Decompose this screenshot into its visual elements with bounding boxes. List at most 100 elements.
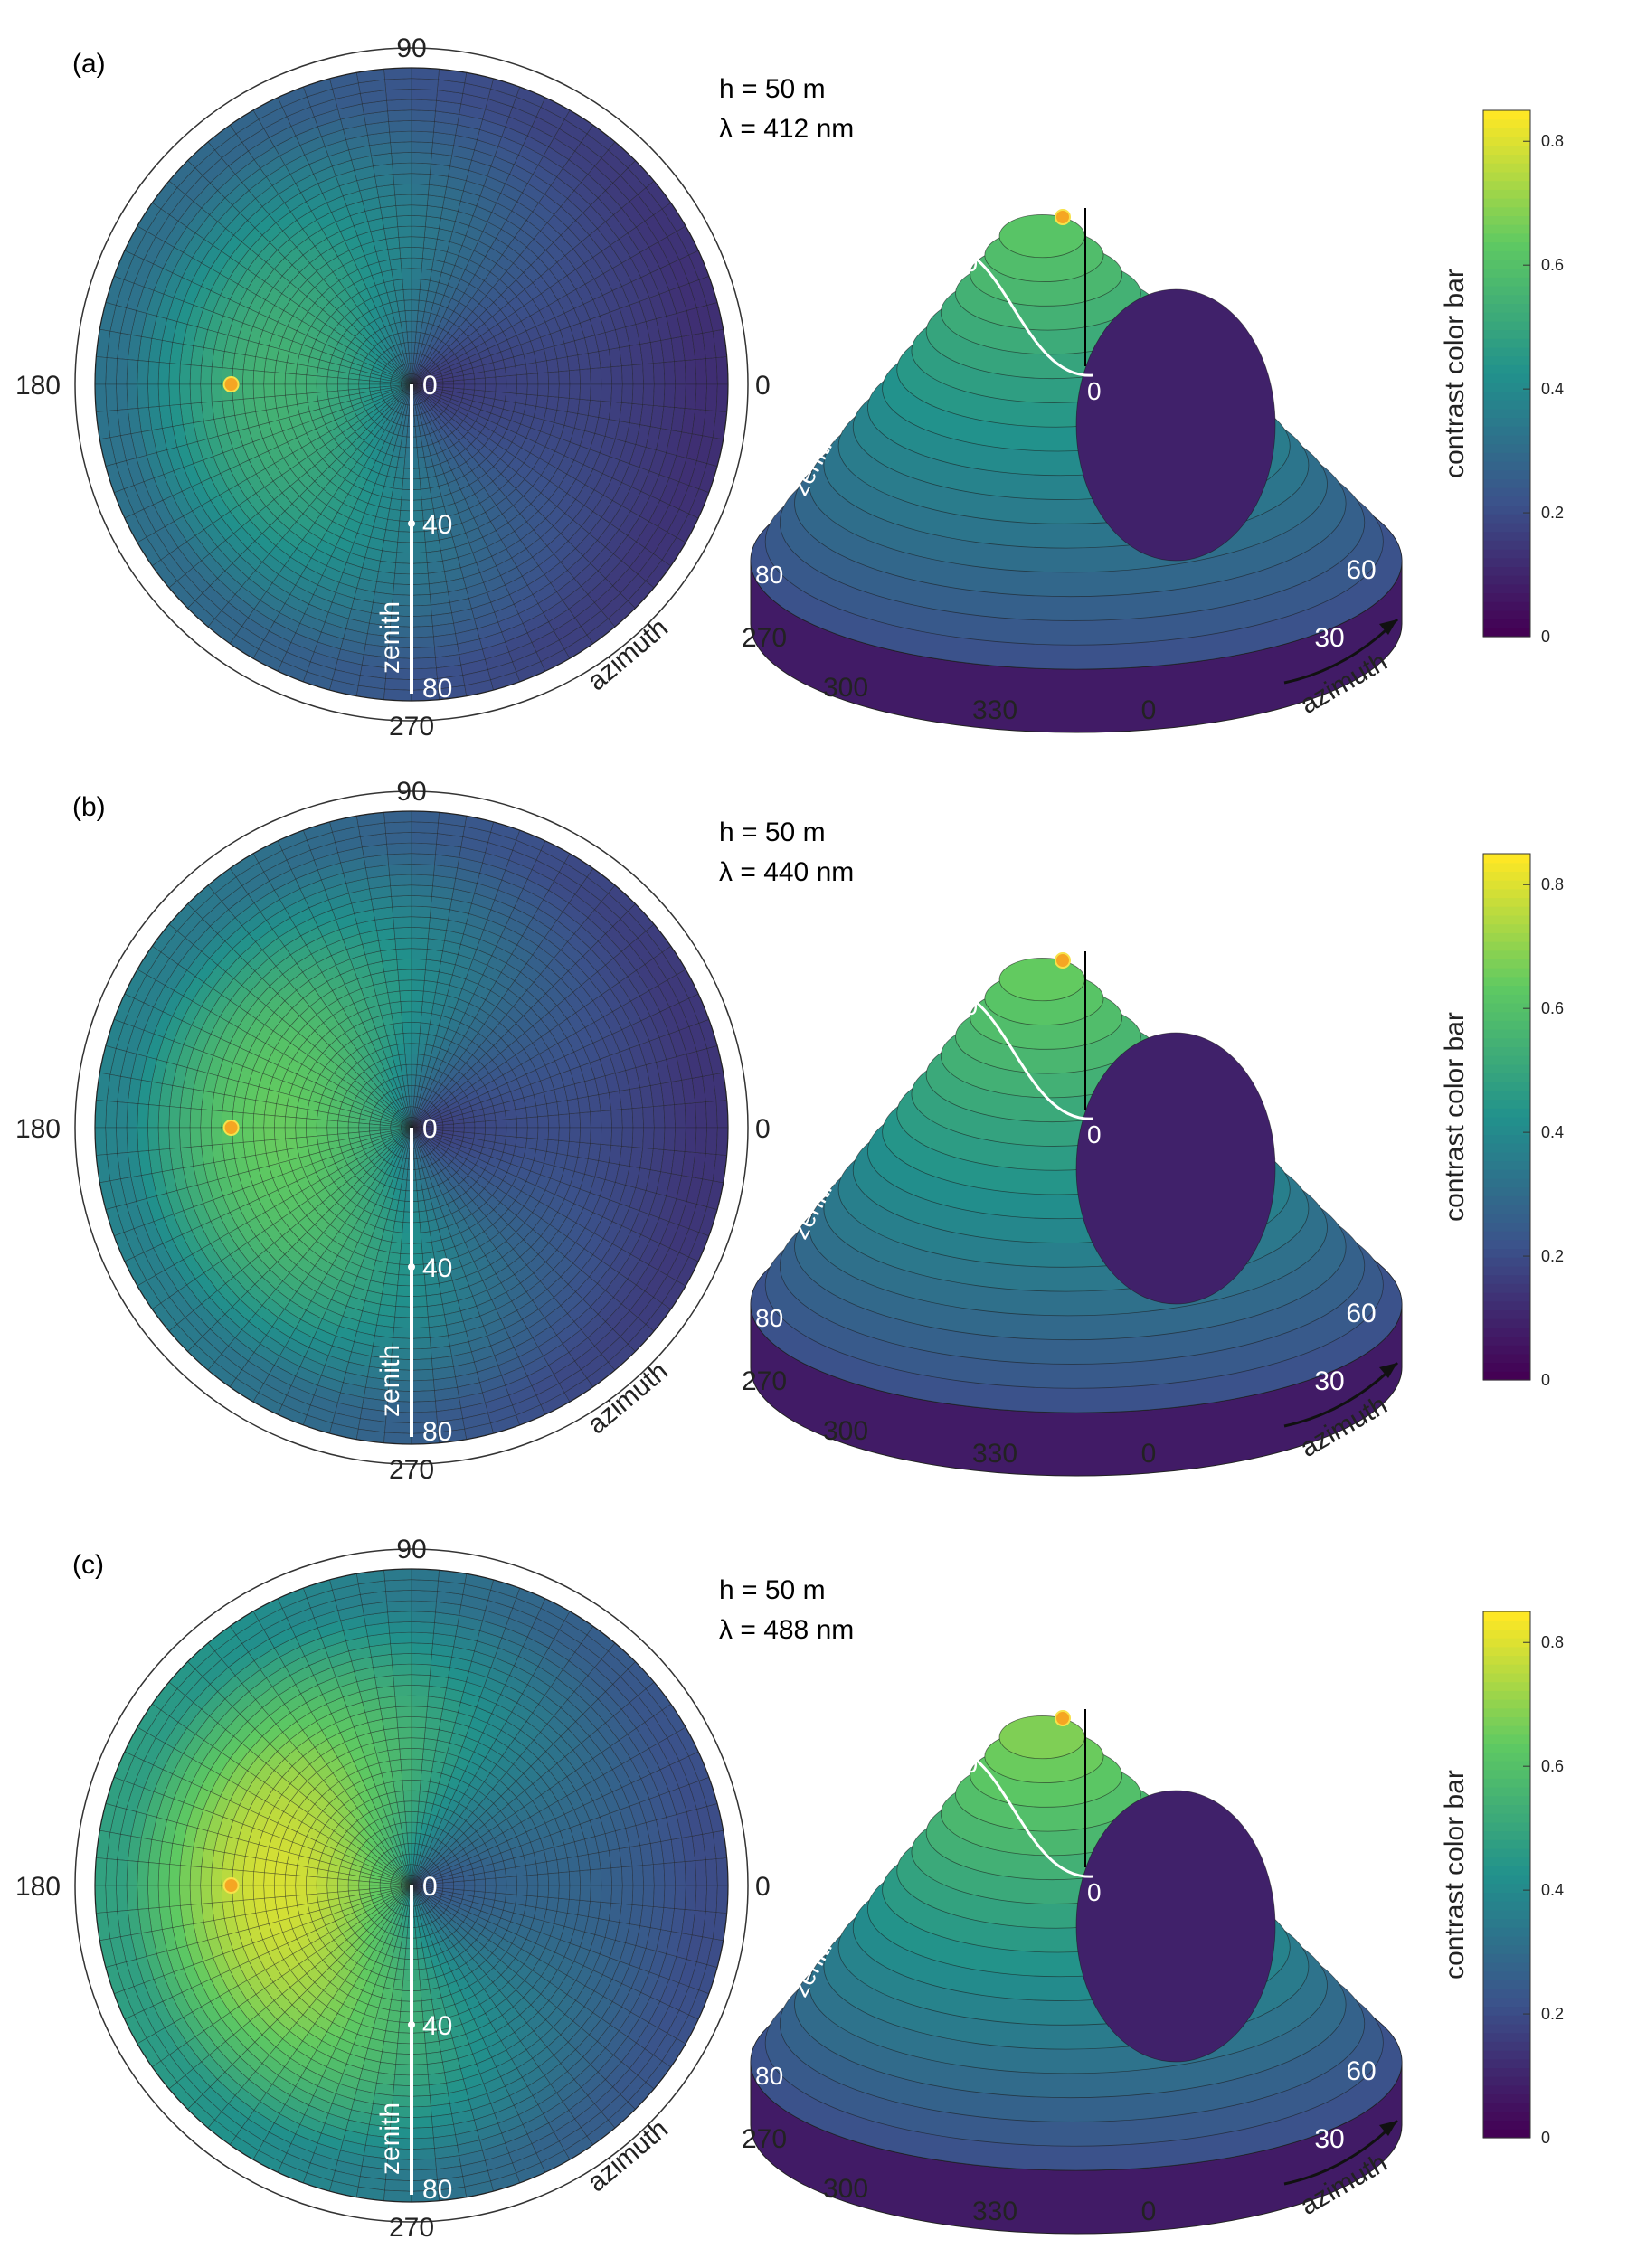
polar-cell [653, 1106, 665, 1128]
polar-cell [412, 927, 429, 938]
polar-cell [653, 384, 665, 406]
polar-cell [412, 1001, 422, 1012]
polar-cell [421, 259, 433, 270]
polar-cell [190, 384, 202, 403]
polar-cell [393, 917, 412, 929]
polar-cell [705, 1859, 717, 1885]
polar-cell [242, 1128, 253, 1142]
polar-cell [495, 392, 506, 401]
height-label: h = 50 m [719, 74, 826, 104]
colorbar-segment [1483, 575, 1530, 584]
zenith-tick-40 [408, 520, 415, 527]
polar-cell [546, 396, 558, 410]
colorbar-segment [1483, 172, 1530, 181]
colorbar-segment [1483, 303, 1530, 312]
polar-cell [274, 384, 285, 396]
polar-cell [412, 657, 436, 669]
polar-cell [388, 991, 401, 1003]
surface-trough [1076, 1033, 1275, 1304]
polar-cell [591, 1869, 601, 1885]
polar-cell [516, 384, 527, 394]
polar-cell [505, 392, 516, 402]
polar-cell [412, 980, 424, 991]
polar-cell [664, 1863, 676, 1885]
polar-cell [643, 1128, 655, 1148]
colorbar-segment [1483, 233, 1530, 242]
polar-cell [179, 1108, 191, 1128]
polar-cell [317, 384, 327, 392]
polar-cell [412, 854, 435, 865]
polar-cell [327, 1128, 338, 1135]
polar-cell [412, 1075, 416, 1086]
polar-cell [548, 1128, 559, 1140]
polar-cell [412, 89, 437, 100]
colorbar-segment [1483, 549, 1530, 558]
polar-cell [412, 1054, 418, 1064]
polar-cell [127, 1128, 138, 1152]
polar-cell [591, 384, 601, 401]
polar-cell [395, 194, 412, 205]
polar-cell [580, 384, 591, 400]
polar-cell [306, 1128, 317, 1137]
colorbar-segment [1483, 295, 1530, 304]
colorbar-segment [1483, 1231, 1530, 1240]
colorbar-segment [1483, 1012, 1530, 1021]
colorbar-segment [1483, 1337, 1530, 1346]
polar-cell [412, 885, 432, 897]
colorbar-segment [1483, 1169, 1530, 1178]
polar-cell [516, 1876, 527, 1885]
polar-cell [137, 361, 149, 384]
polar-cell [506, 1128, 517, 1137]
polar-cell [675, 361, 686, 384]
polar-cell [179, 364, 191, 384]
polar-cell [485, 384, 496, 392]
polar-cell [386, 519, 400, 531]
colorbar-segment [1483, 1126, 1530, 1135]
height-label: h = 50 m [719, 817, 826, 847]
polar-cell [496, 1120, 506, 1128]
polar-cell [506, 1876, 517, 1885]
polar-cell [424, 227, 439, 239]
polar-cell [559, 1114, 570, 1128]
colorbar-segment [1483, 418, 1530, 427]
colorbar-segment [1483, 321, 1530, 330]
colorbar-segment [1483, 1117, 1530, 1126]
polar-cell [536, 395, 548, 408]
surface-azimuth-label-300: 300 [823, 1416, 868, 1446]
polar-cell [537, 384, 548, 396]
polar-cell [383, 68, 412, 80]
colorbar-segment [1483, 487, 1530, 496]
polar-cell [525, 394, 537, 406]
colorbar-segment [1483, 1143, 1530, 1152]
polar-cell [412, 542, 426, 553]
colorbar-segment [1483, 1038, 1530, 1047]
polar-cell [412, 1337, 431, 1349]
polar-cell [412, 310, 418, 321]
polar-cell [337, 1121, 348, 1128]
colorbar-segment [1483, 435, 1530, 444]
polar-cell [106, 1101, 118, 1128]
panel-label: (a) [72, 49, 106, 79]
polar-cell [695, 359, 707, 384]
polar-cell [201, 366, 213, 384]
polar-cell [621, 384, 633, 403]
polar-cell [106, 1128, 118, 1154]
zenith-label-0: 0 [422, 371, 438, 401]
polar-cell [264, 372, 275, 384]
polar-cell [685, 360, 696, 384]
polar-cell [632, 1108, 644, 1128]
colorbar-segment [1483, 330, 1530, 339]
polar-cell [402, 279, 412, 289]
colorbar-segment [1483, 871, 1530, 880]
polar-cell [398, 532, 412, 543]
colorbar-segment [1483, 312, 1530, 321]
height-label: h = 50 m [719, 1575, 826, 1605]
polar-cell [127, 384, 138, 409]
polar-cell [385, 79, 412, 90]
polar-cell [601, 1128, 611, 1145]
polar-cell [601, 1110, 611, 1128]
polar-cell [393, 584, 412, 596]
polar-cell [147, 1128, 159, 1150]
